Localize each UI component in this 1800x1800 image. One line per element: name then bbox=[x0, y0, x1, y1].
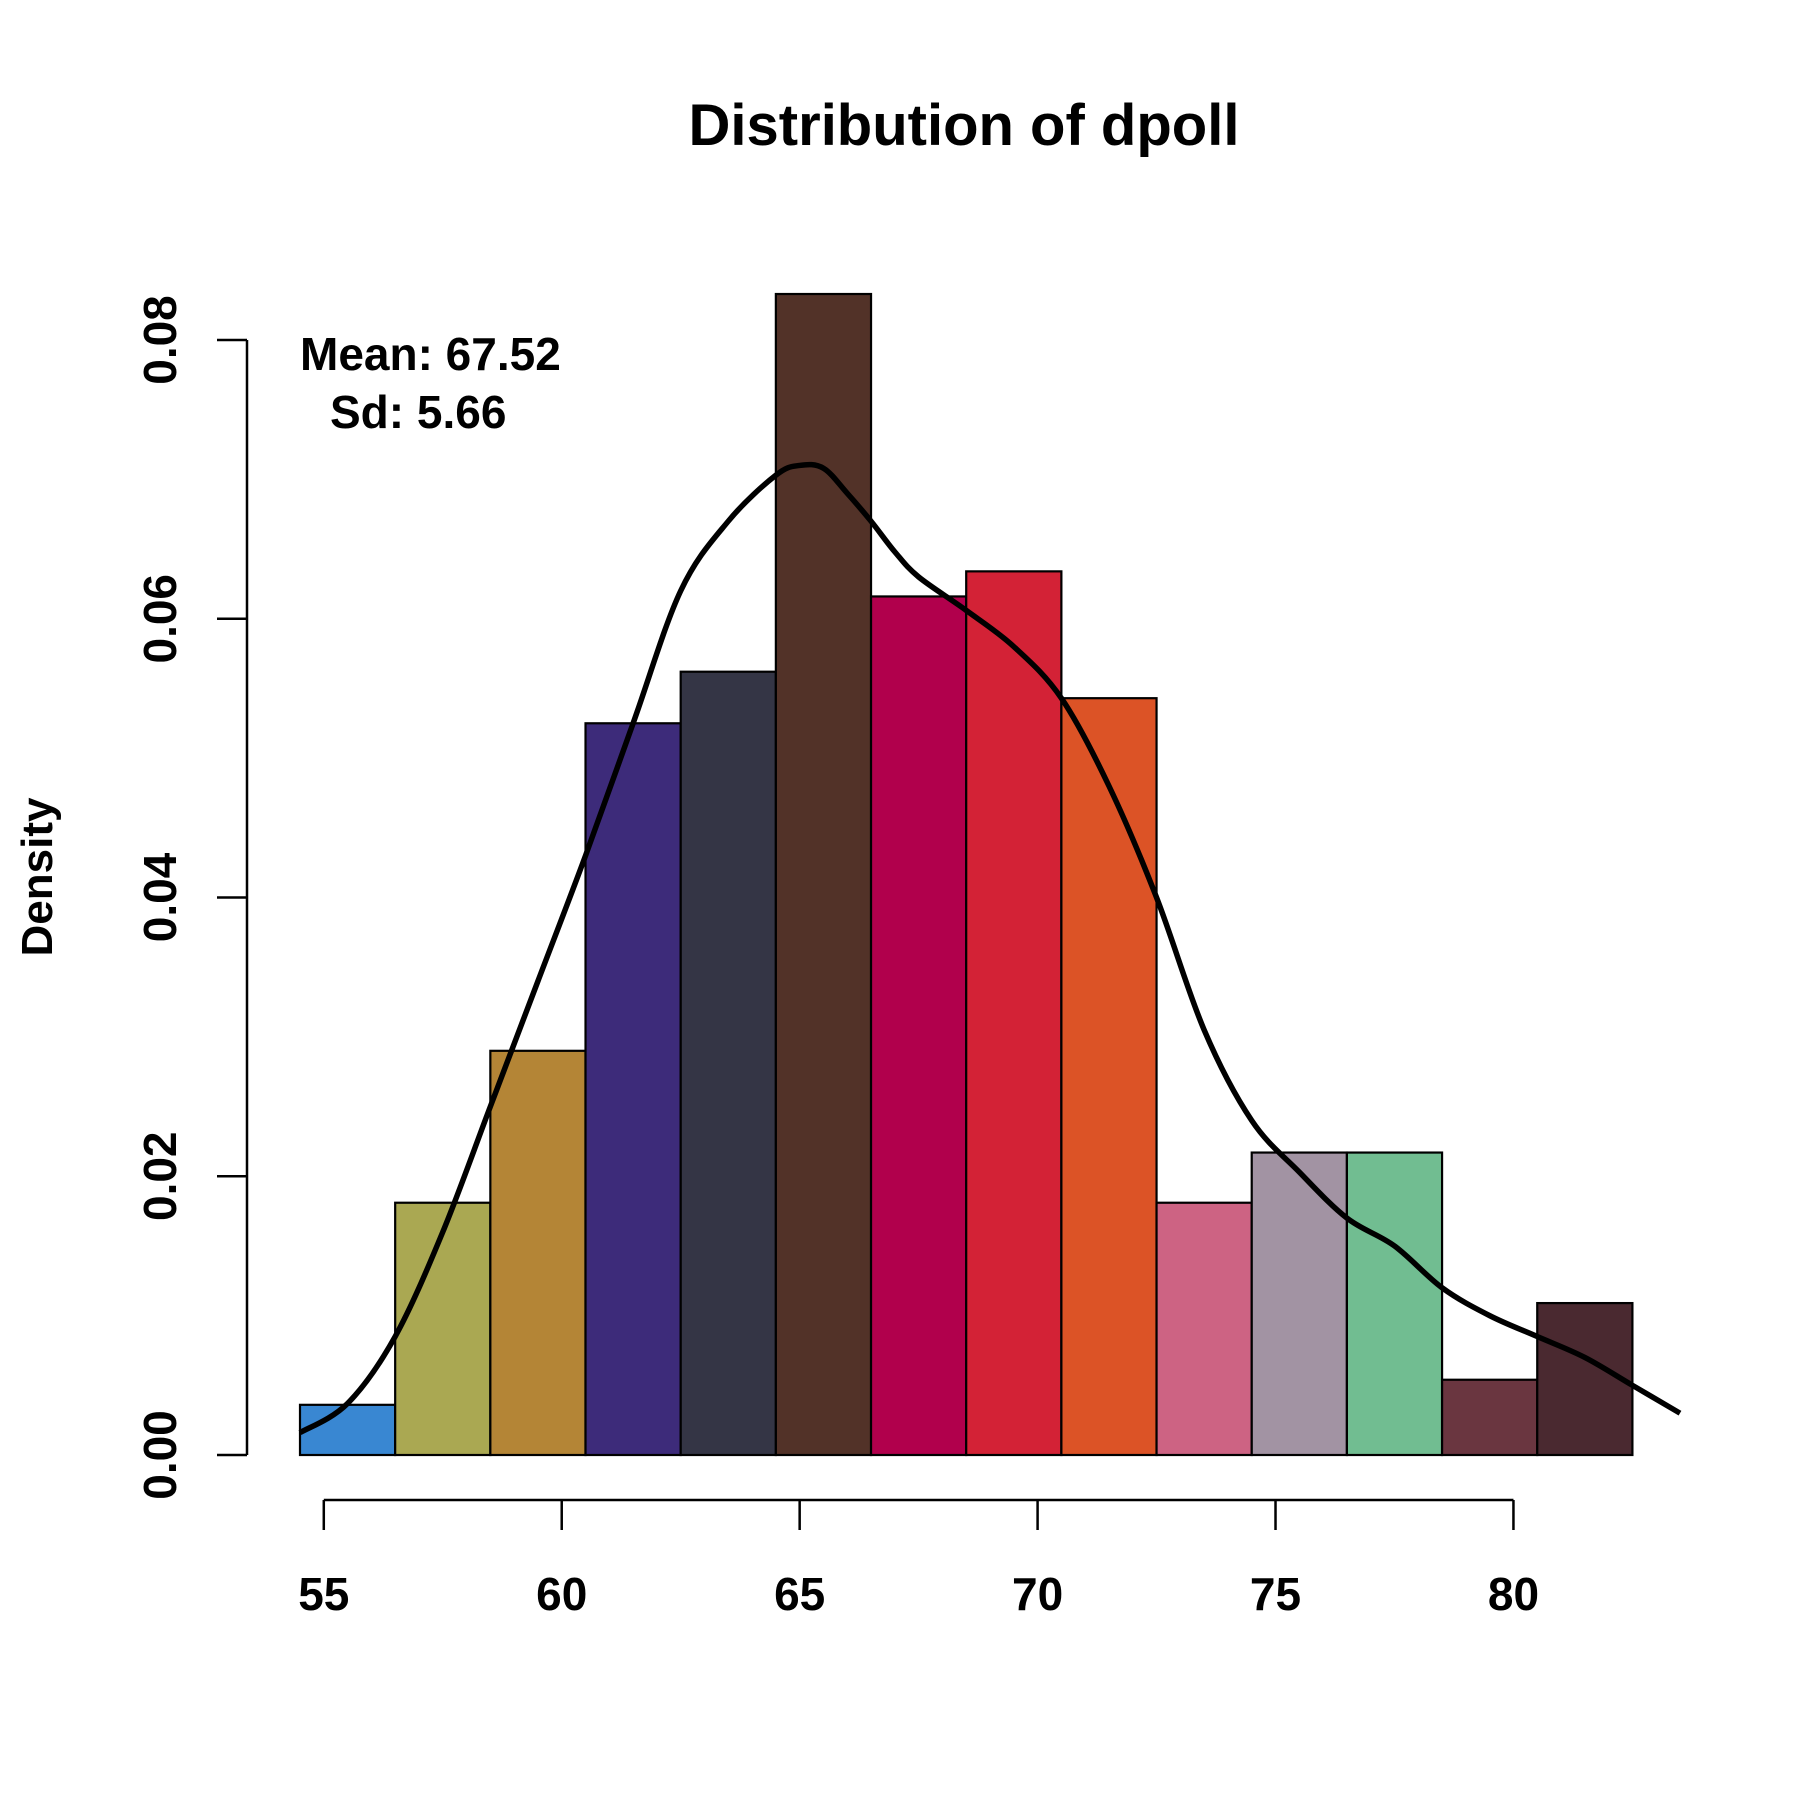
histogram-bars bbox=[298, 292, 1634, 1457]
y-axis: 0.00 0.02 0.04 0.06 0.08 bbox=[134, 295, 249, 1500]
density-curve bbox=[298, 461, 1682, 1436]
histogram-bar-3 bbox=[489, 1049, 587, 1457]
x-tick-label-1: 60 bbox=[536, 1568, 587, 1620]
x-tick-label-5: 80 bbox=[1488, 1568, 1539, 1620]
x-tick-label-3: 70 bbox=[1012, 1568, 1063, 1620]
chart-title: Distribution of dpoll bbox=[689, 93, 1240, 158]
histogram-bar-12 bbox=[1345, 1151, 1444, 1457]
y-tick-label-4: 0.08 bbox=[134, 295, 186, 385]
histogram-bar-7 bbox=[869, 595, 968, 1457]
histogram-bar-5 bbox=[679, 670, 777, 1457]
x-tick-label-4: 75 bbox=[1250, 1568, 1301, 1620]
y-tick-label-1: 0.02 bbox=[134, 1131, 186, 1221]
y-tick-label-3: 0.06 bbox=[134, 574, 186, 664]
histogram-bar-10 bbox=[1155, 1201, 1253, 1457]
x-tick-label-2: 65 bbox=[774, 1568, 825, 1620]
histogram-bar-4 bbox=[584, 722, 682, 1457]
mean-annotation: Mean: 67.52 bbox=[300, 328, 561, 380]
histogram-bar-6 bbox=[774, 292, 873, 1457]
histogram-bar-11 bbox=[1250, 1151, 1348, 1457]
histogram-bar-1 bbox=[298, 1403, 397, 1457]
histogram-bar-2 bbox=[394, 1201, 492, 1457]
histogram-bar-13 bbox=[1440, 1378, 1539, 1457]
x-tick-label-0: 55 bbox=[298, 1568, 349, 1620]
y-axis-label: Density bbox=[13, 797, 62, 956]
histogram-bar-8 bbox=[965, 570, 1063, 1457]
histogram-bar-14 bbox=[1536, 1301, 1634, 1457]
density-curve-group bbox=[298, 461, 1682, 1436]
sd-annotation: Sd: 5.66 bbox=[330, 386, 506, 438]
histogram-bar-9 bbox=[1060, 697, 1158, 1457]
y-tick-label-2: 0.04 bbox=[134, 852, 186, 942]
y-tick-label-0: 0.00 bbox=[134, 1410, 186, 1500]
x-axis: 55 60 65 70 75 80 bbox=[298, 1498, 1539, 1620]
